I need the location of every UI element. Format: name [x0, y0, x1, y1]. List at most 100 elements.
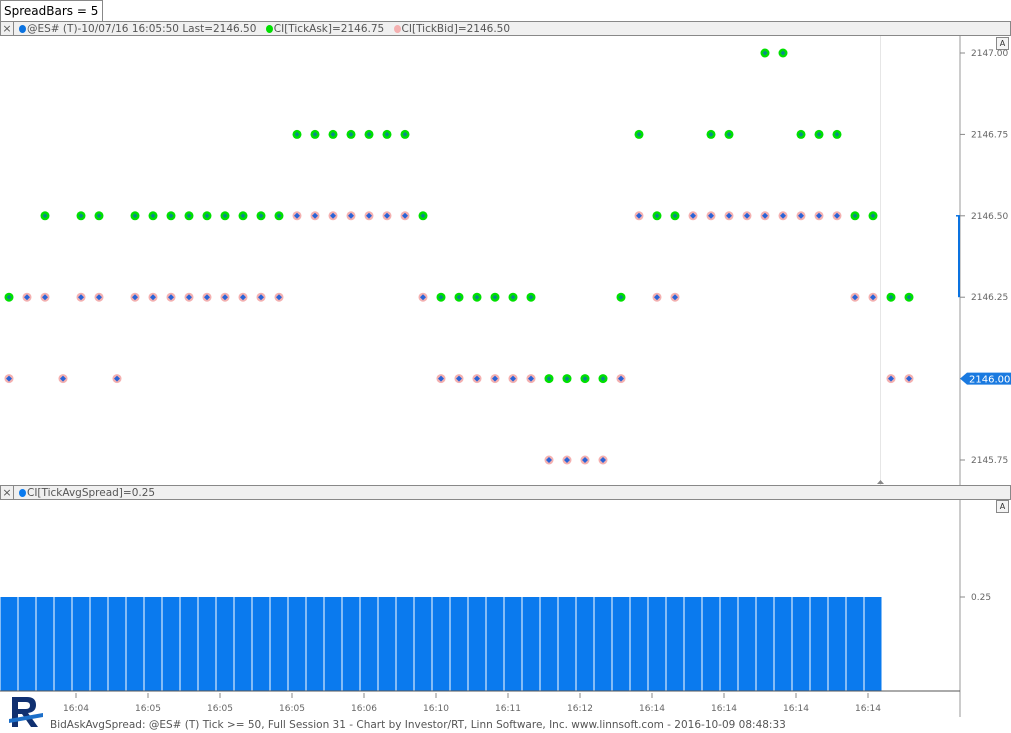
spread-bar [90, 597, 108, 691]
bid-point-marker [726, 212, 732, 219]
spread-bar [450, 597, 468, 691]
ask-point-marker [384, 131, 390, 137]
bid-point-marker [42, 294, 48, 301]
spread-bar [36, 597, 54, 691]
bid-point-marker [510, 375, 516, 382]
ask-point-marker [6, 294, 12, 300]
spread-bar [684, 597, 702, 691]
ask-point-marker [474, 294, 480, 300]
spread-bar [396, 597, 414, 691]
spread-bar [756, 597, 774, 691]
bid-point-marker [600, 457, 606, 463]
current-time-marker [877, 480, 884, 484]
spread-bar [846, 597, 864, 691]
bid-point-marker [870, 294, 876, 301]
bid-point-marker [114, 375, 120, 382]
ask-point-marker [294, 131, 300, 137]
spread-bar [864, 597, 882, 691]
bid-point-marker [78, 294, 84, 301]
bid-series-icon [393, 25, 401, 33]
time-tick-label: 16:14 [783, 704, 809, 714]
ask-point-marker [600, 376, 606, 382]
main-scale-button[interactable]: A [996, 37, 1009, 50]
bid-point-marker [564, 457, 570, 463]
ask-point-marker [96, 213, 102, 219]
bid-point-marker [222, 294, 228, 301]
ask-point-marker [762, 50, 768, 56]
spread-bar [792, 597, 810, 691]
spread-bar [216, 597, 234, 691]
spread-bar [288, 597, 306, 691]
bid-point-marker [204, 294, 210, 301]
ask-point-marker [402, 131, 408, 137]
price-tick-label: 2146.75 [971, 130, 1008, 140]
spread-bar [180, 597, 198, 691]
spread-bar [648, 597, 666, 691]
bid-point-marker [654, 294, 660, 301]
spread-bar [0, 597, 18, 691]
price-tick-label: 2146.25 [971, 293, 1008, 303]
time-tick-label: 16:05 [279, 704, 305, 714]
spread-bar [378, 597, 396, 691]
spread-bar [234, 597, 252, 691]
spread-bar [738, 597, 756, 691]
spread-bar [252, 597, 270, 691]
bid-point-marker [852, 294, 858, 301]
bid-point-marker [60, 375, 66, 382]
spread-bar [72, 597, 90, 691]
ask-point-marker [132, 213, 138, 219]
bid-point-marker [384, 212, 390, 219]
bid-point-marker [474, 375, 480, 382]
spread-chart[interactable]: 0.25 [0, 500, 1011, 693]
bid-point-marker [132, 294, 138, 301]
time-tick-label: 16:14 [855, 704, 881, 714]
ask-point-marker [186, 213, 192, 219]
bid-point-marker [762, 212, 768, 219]
bid-point-marker [492, 375, 498, 382]
ask-point-marker [276, 213, 282, 219]
ask-point-marker [222, 213, 228, 219]
bid-point-marker [438, 375, 444, 382]
bid-point-marker [888, 375, 894, 382]
spread-tick-label: 0.25 [971, 593, 991, 603]
bid-point-marker [636, 212, 642, 219]
ask-point-marker [420, 213, 426, 219]
ask-point-marker [42, 213, 48, 219]
bid-header-label: CI[TickBid]=2146.50 [401, 23, 511, 35]
ask-point-marker [834, 131, 840, 137]
close-lower-pane-icon[interactable]: × [1, 486, 14, 499]
spread-bar [342, 597, 360, 691]
price-chart[interactable]: 2147.00 2146.75 2146.50 2146.25 2146.00 2145.… [0, 36, 1011, 485]
time-tick-label: 16:11 [495, 704, 521, 714]
ask-point-marker [816, 131, 822, 137]
bid-point-marker [420, 294, 426, 301]
close-pane-icon[interactable]: × [1, 22, 14, 35]
lower-scale-button[interactable]: A [996, 500, 1009, 513]
spread-bar [810, 597, 828, 691]
spread-bar [324, 597, 342, 691]
ask-point-marker [78, 213, 84, 219]
last-price-label: 2146.00 [969, 375, 1010, 386]
ask-point-marker [366, 131, 372, 137]
ask-point-marker [654, 213, 660, 219]
ask-point-marker [888, 294, 894, 300]
ask-point-marker [726, 131, 732, 137]
time-tick-label: 16:05 [135, 704, 161, 714]
spread-header-label: CI[TickAvgSpread]=0.25 [27, 487, 156, 499]
spread-bar [414, 597, 432, 691]
bid-point-marker [6, 375, 12, 382]
bid-point-marker [312, 212, 318, 219]
ask-point-marker [780, 50, 786, 56]
bid-point-marker [276, 294, 282, 301]
price-tick-label: 2145.75 [971, 456, 1008, 466]
bid-point-marker [618, 375, 624, 382]
spread-bar [54, 597, 72, 691]
ask-point-marker [492, 294, 498, 300]
spreadbars-param[interactable]: SpreadBars = 5 [0, 0, 104, 22]
bid-point-marker [330, 212, 336, 219]
footer-caption: BidAskAvgSpread: @ES# (T) Tick >= 50, Fu… [50, 719, 786, 731]
investor-rt-logo-icon [7, 693, 45, 731]
spread-bar [432, 597, 450, 691]
spread-bar [108, 597, 126, 691]
spread-bar [540, 597, 558, 691]
